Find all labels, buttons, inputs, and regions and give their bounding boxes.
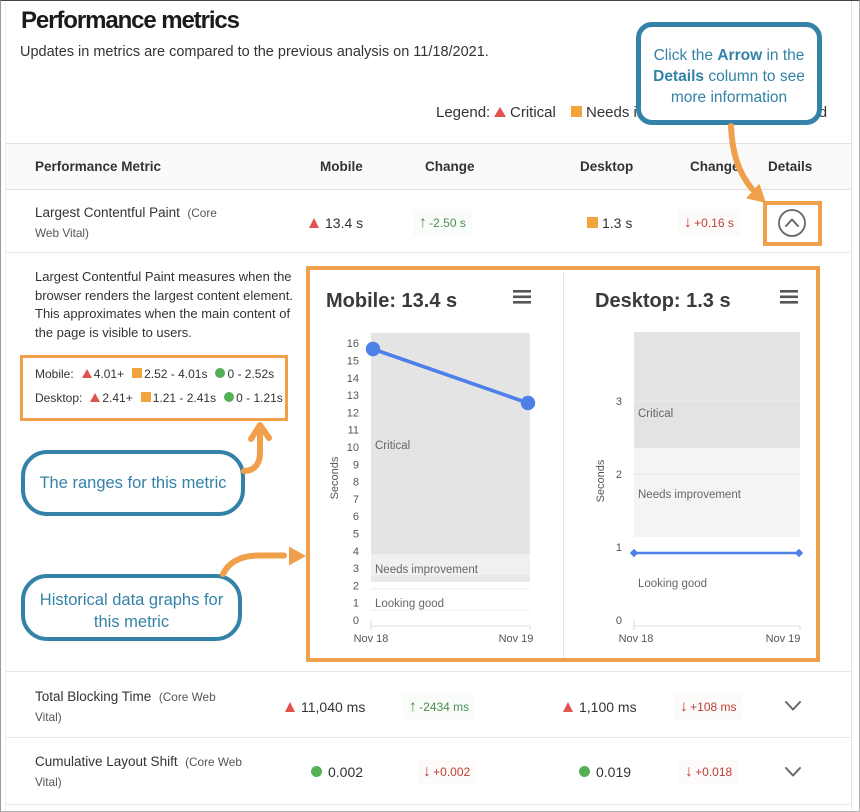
svg-text:10: 10: [347, 442, 359, 454]
svg-text:1: 1: [616, 542, 622, 554]
svg-text:Critical: Critical: [375, 440, 410, 452]
svg-text:13: 13: [347, 390, 359, 402]
svg-text:Seconds: Seconds: [595, 459, 607, 502]
svg-text:Seconds: Seconds: [329, 456, 341, 499]
svg-text:Needs improvement: Needs improvement: [638, 489, 742, 501]
svg-text:14: 14: [347, 373, 359, 385]
svg-text:2: 2: [353, 580, 359, 592]
svg-text:Needs improvement: Needs improvement: [375, 564, 479, 576]
svg-text:16: 16: [347, 338, 359, 350]
svg-text:Nov 19: Nov 19: [499, 633, 534, 645]
svg-text:9: 9: [353, 459, 359, 471]
svg-text:8: 8: [353, 477, 359, 489]
svg-text:3: 3: [353, 563, 359, 575]
svg-text:Nov 18: Nov 18: [354, 633, 389, 645]
svg-text:15: 15: [347, 356, 359, 368]
svg-text:Mobile: 13.4 s: Mobile: 13.4 s: [326, 290, 457, 312]
svg-text:6: 6: [353, 511, 359, 523]
svg-text:2: 2: [616, 469, 622, 481]
svg-text:11: 11: [348, 425, 359, 437]
svg-text:1: 1: [353, 598, 359, 610]
svg-text:7: 7: [353, 494, 359, 506]
svg-text:Critical: Critical: [638, 408, 673, 420]
svg-text:Desktop: 1.3 s: Desktop: 1.3 s: [595, 290, 731, 312]
svg-text:0: 0: [353, 615, 359, 627]
svg-text:3: 3: [616, 396, 622, 408]
svg-text:Looking good: Looking good: [375, 598, 444, 610]
svg-text:12: 12: [347, 407, 359, 419]
svg-text:Nov 18: Nov 18: [619, 633, 654, 645]
svg-text:0: 0: [616, 615, 622, 627]
svg-text:5: 5: [353, 529, 359, 541]
svg-text:Nov 19: Nov 19: [766, 633, 801, 645]
svg-text:4: 4: [353, 546, 359, 558]
svg-text:Looking good: Looking good: [638, 578, 707, 590]
